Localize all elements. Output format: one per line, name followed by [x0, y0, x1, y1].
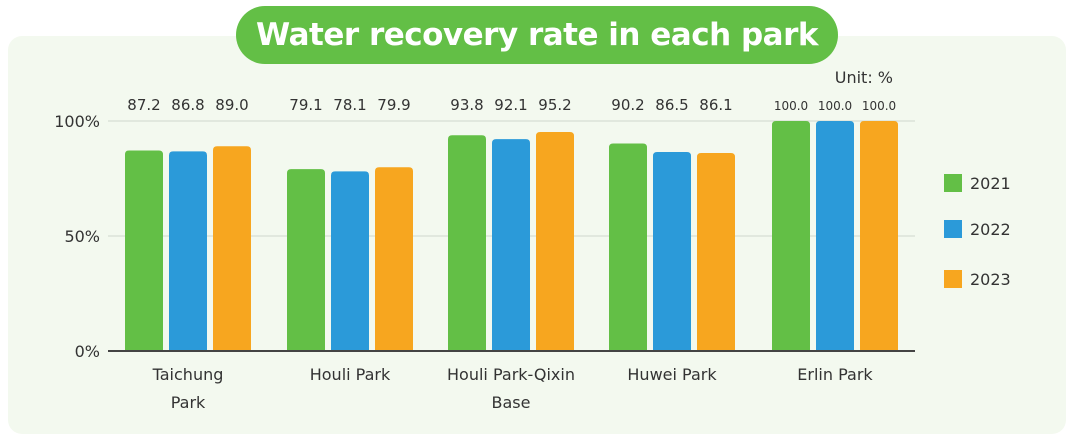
data-label: 93.8	[450, 96, 483, 114]
bars	[125, 121, 898, 351]
data-label: 79.1	[289, 96, 322, 114]
data-label: 86.5	[655, 96, 688, 114]
unit-label: Unit: %	[835, 68, 893, 87]
data-label: 86.1	[699, 96, 732, 114]
bar-2021	[609, 143, 647, 351]
bar-2023	[213, 146, 251, 351]
bar-2023	[860, 121, 898, 351]
bar-2023	[536, 132, 574, 351]
x-tick-label: Erlin Park	[797, 365, 873, 384]
data-labels: 87.2 86.8 89.0 79.1 78.1 79.9 93.8 92.1 95.2 90.2…	[127, 96, 896, 114]
bar-2022	[492, 139, 530, 351]
data-label: 79.9	[377, 96, 410, 114]
legend-label: 2022	[970, 220, 1011, 239]
bar-2022	[816, 121, 854, 351]
data-label: 89.0	[215, 96, 248, 114]
bar-2021	[448, 135, 486, 351]
legend-label: 2021	[970, 174, 1011, 193]
legend-label: 2023	[970, 270, 1011, 289]
bar-2022	[331, 171, 369, 351]
y-tick-label: 50%	[64, 227, 100, 246]
data-label: 90.2	[611, 96, 644, 114]
data-label: 100.0	[774, 99, 808, 113]
x-tick-label: Houli Park-Qixin	[447, 365, 575, 384]
bar-2021	[125, 150, 163, 351]
x-tick-label: Taichung	[152, 365, 224, 384]
bar-2023	[375, 167, 413, 351]
data-label: 87.2	[127, 96, 160, 114]
legend-swatch-2022	[944, 220, 962, 238]
y-tick-label: 100%	[54, 112, 100, 131]
bar-2021	[772, 121, 810, 351]
bar-2022	[653, 152, 691, 351]
bar-2022	[169, 151, 207, 351]
legend-swatch-2023	[944, 270, 962, 288]
data-label: 86.8	[171, 96, 204, 114]
bar-2023	[697, 152, 735, 351]
x-tick-label: Huwei Park	[627, 365, 717, 384]
legend: 2021 2022 2023	[944, 174, 1011, 289]
legend-swatch-2021	[944, 174, 962, 192]
data-label: 100.0	[862, 99, 896, 113]
x-tick-label: Houli Park	[310, 365, 391, 384]
data-label: 100.0	[818, 99, 852, 113]
data-label: 78.1	[333, 96, 366, 114]
chart-title: Water recovery rate in each park	[236, 6, 838, 64]
y-tick-label: 0%	[75, 342, 100, 361]
data-label: 95.2	[538, 96, 571, 114]
x-tick-label: Park	[171, 393, 206, 412]
data-label: 92.1	[494, 96, 527, 114]
bar-2021	[287, 169, 325, 351]
axes: 0% 50% 100% Taichung Park Houli Park Houli Par…	[54, 112, 915, 412]
x-tick-label: Base	[492, 393, 531, 412]
